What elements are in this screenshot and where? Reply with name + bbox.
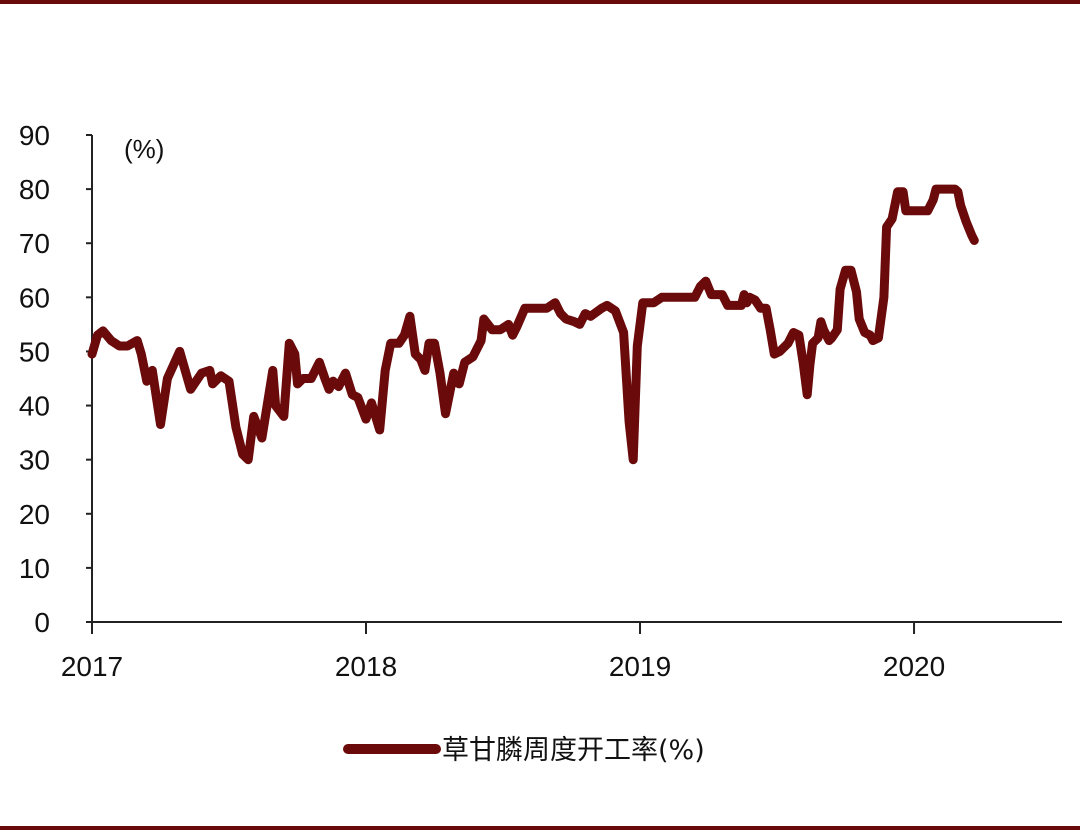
- y-tick-label: 10: [19, 553, 50, 584]
- y-tick-label: 70: [19, 228, 50, 259]
- legend-label: 草甘膦周度开工率(%): [442, 735, 705, 766]
- x-tick-label: 2020: [883, 651, 945, 682]
- x-tick-label: 2019: [609, 651, 671, 682]
- y-tick-label: 60: [19, 282, 50, 313]
- y-tick-label: 80: [19, 174, 50, 205]
- series-line: [87, 184, 979, 465]
- y-tick-label: 30: [19, 445, 50, 476]
- bottom-rule: [0, 826, 1080, 830]
- y-axis: 0 10 20 30 40 50 60 70 80 90: [19, 120, 93, 638]
- top-rule: [0, 0, 1080, 4]
- y-tick-label: 50: [19, 336, 50, 367]
- x-tick-label: 2018: [335, 651, 397, 682]
- y-tick-label: 40: [19, 391, 50, 422]
- series-layer: [87, 184, 979, 465]
- y-tick-label: 0: [34, 607, 50, 638]
- x-axis: 2017 2018 2019 2020: [61, 621, 1062, 682]
- legend: 草甘膦周度开工率(%): [343, 735, 705, 766]
- y-tick-label: 90: [19, 120, 50, 151]
- y-tick-label: 20: [19, 499, 50, 530]
- y-axis-unit-label: (%): [124, 134, 164, 164]
- x-tick-label: 2017: [61, 651, 123, 682]
